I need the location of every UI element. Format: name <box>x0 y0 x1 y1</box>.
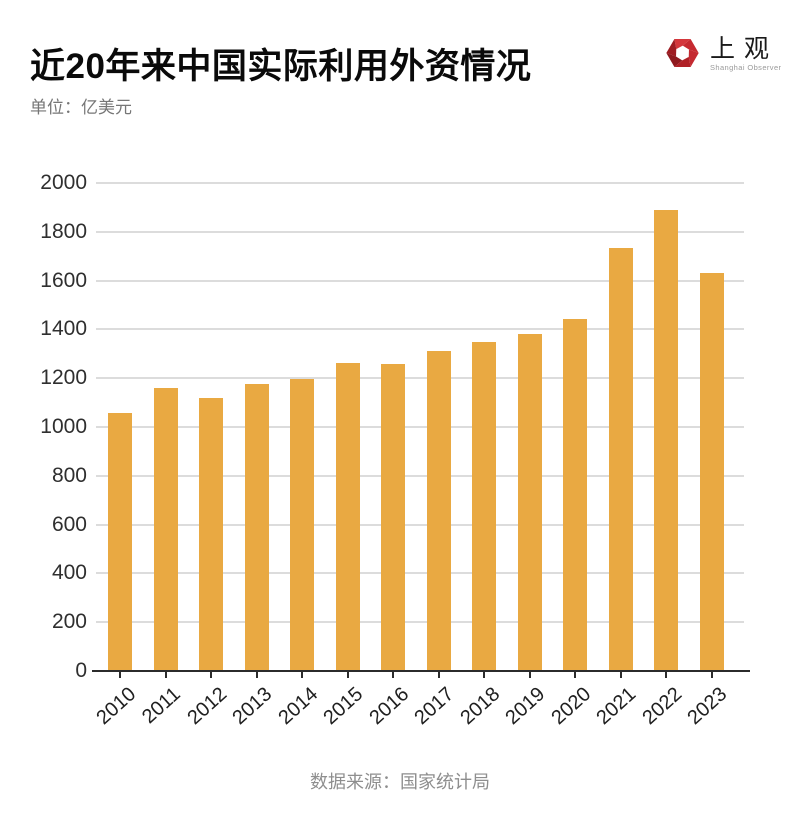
x-axis-tick <box>665 672 667 678</box>
bar-2010 <box>108 413 132 671</box>
x-axis-tick-label-text: 2020 <box>546 683 595 730</box>
x-axis-tick-label-text: 2013 <box>228 683 277 730</box>
aperture-logo-icon <box>666 38 699 68</box>
x-axis-tick <box>392 672 394 678</box>
y-axis-tick-label: 0 <box>75 659 87 682</box>
y-gridline <box>96 230 744 233</box>
bar-2015 <box>335 362 360 671</box>
x-axis-tick-label-text: 2010 <box>91 683 140 730</box>
x-axis-tick-label-text: 2023 <box>683 683 732 730</box>
logo-wordmark-en: Shanghai Observer <box>710 62 782 72</box>
x-axis-tick <box>528 672 531 678</box>
x-axis-tick-label-text: 2012 <box>182 683 231 730</box>
bar-2017 <box>426 351 451 671</box>
x-axis-tick <box>483 672 485 678</box>
logo-wordmark-cn: 上观 <box>710 33 779 63</box>
y-axis-tick-label: 1400 <box>40 317 87 341</box>
x-axis-tick-label-text: 2017 <box>410 683 459 730</box>
x-axis-tick-label-text: 2022 <box>637 683 686 730</box>
x-axis-tick <box>164 672 167 678</box>
y-axis-tick-label: 2000 <box>40 171 87 194</box>
y-gridline <box>96 572 744 575</box>
x-axis-line <box>92 670 750 673</box>
x-axis-tick-label-text: 2014 <box>273 683 322 730</box>
x-axis-tick <box>437 672 440 678</box>
x-axis-tick <box>619 672 622 678</box>
y-gridline <box>96 523 744 526</box>
y-axis-tick-label: 200 <box>51 610 87 634</box>
y-axis-tick-label: 1800 <box>40 219 87 243</box>
x-axis-tick <box>574 672 576 678</box>
page-title: 近20年来中国实际利用外资情况 <box>30 47 532 87</box>
y-gridline <box>96 328 744 331</box>
y-axis-tick-label: 1600 <box>40 268 87 292</box>
unit-label: 单位：亿美元 <box>30 98 132 117</box>
bar-2014 <box>290 379 314 671</box>
x-axis-tick <box>710 672 713 678</box>
x-axis-tick-label-text: 2021 <box>592 683 641 730</box>
x-axis-tick <box>255 672 258 678</box>
bar-2020 <box>563 318 587 671</box>
y-axis-tick-label: 800 <box>51 463 87 487</box>
x-axis-tick-label-text: 2015 <box>319 683 368 730</box>
x-axis-tick-label-text: 2011 <box>138 683 186 729</box>
shanghai-observer-logo: 上观 Shanghai Observer <box>664 34 781 72</box>
logo-text: 上观 Shanghai Observer <box>710 35 781 72</box>
bar-2018 <box>472 341 496 671</box>
y-axis-tick-label: 1000 <box>40 415 87 438</box>
x-axis-tick-label-text: 2018 <box>455 683 504 730</box>
bar-2011 <box>153 387 178 671</box>
x-axis-tick-label-text: 2016 <box>364 683 413 730</box>
x-axis-tick <box>346 672 349 678</box>
y-axis-tick-label: 400 <box>51 561 87 585</box>
y-gridline <box>96 377 744 380</box>
y-axis-tick-label: 600 <box>51 512 87 536</box>
data-source-caption: 数据来源：国家统计局 <box>310 772 490 792</box>
y-axis-tick-label: 1200 <box>40 366 87 390</box>
x-axis-tick-label-text: 2019 <box>501 683 550 730</box>
bar-2013 <box>244 384 269 671</box>
bar-2012 <box>199 398 223 671</box>
x-axis-tick <box>301 672 303 678</box>
y-gridline <box>96 621 744 624</box>
bar-2019 <box>517 334 542 671</box>
bar-2021 <box>608 247 633 671</box>
y-gridline <box>96 426 744 428</box>
y-gridline <box>96 474 744 477</box>
y-gridline <box>96 182 744 184</box>
bar-2023 <box>699 272 724 671</box>
bar-2016 <box>381 363 405 671</box>
x-axis-tick <box>210 672 212 678</box>
bar-2022 <box>654 209 678 671</box>
x-axis-tick <box>119 672 121 678</box>
y-gridline <box>96 279 744 282</box>
